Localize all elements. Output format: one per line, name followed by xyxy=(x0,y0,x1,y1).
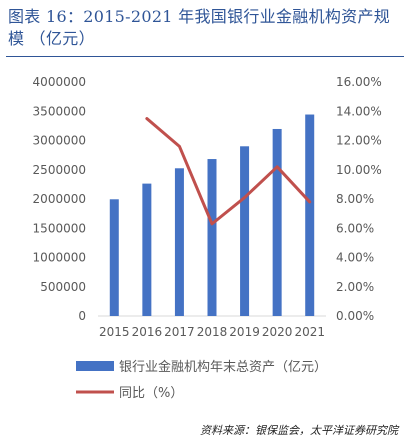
growth-line xyxy=(145,117,312,226)
y-left-tick-label: 1500000 xyxy=(33,221,86,235)
x-tick-label: 2018 xyxy=(197,325,228,339)
legend-label-bar: 银行业金融机构年末总资产（亿元） xyxy=(119,359,327,375)
y-right-tick-label: 16.00% xyxy=(336,75,382,89)
y-left-tick-label: 1000000 xyxy=(33,251,86,265)
x-tick-label: 2021 xyxy=(294,325,325,339)
y-right-tick-label: 10.00% xyxy=(336,163,382,177)
bar xyxy=(142,183,152,316)
source-note: 资料来源：银保监会，太平洋证券研究院 xyxy=(200,424,398,437)
y-left-tick-label: 4000000 xyxy=(33,75,86,89)
x-tick-label: 2015 xyxy=(99,325,130,339)
y-right-tick-label: 14.00% xyxy=(336,104,382,118)
y-left-tick-label: 0 xyxy=(78,309,86,323)
y-right-tick-label: 4.00% xyxy=(336,251,374,265)
x-tick-label: 2016 xyxy=(132,325,163,339)
y-left-tick-label: 2000000 xyxy=(33,192,86,206)
y-right-tick-label: 2.00% xyxy=(336,280,374,294)
growth-point xyxy=(210,222,214,226)
y-right-tick-label: 6.00% xyxy=(336,221,374,235)
x-tick-label: 2020 xyxy=(262,325,293,339)
x-tick-label: 2017 xyxy=(164,325,195,339)
growth-point xyxy=(178,145,181,148)
y-right-tick-label: 8.00% xyxy=(336,192,374,206)
chart-title: 图表 16：2015-2021 年我国银行业金融机构资产规模 （亿元） xyxy=(8,7,391,48)
y-right-tick-label: 0.00% xyxy=(336,309,374,323)
growth-point xyxy=(145,117,149,120)
bar xyxy=(174,168,184,316)
x-tick-label: 2019 xyxy=(229,325,260,339)
growth-point xyxy=(275,165,279,169)
bar xyxy=(207,159,217,316)
bar xyxy=(305,114,315,316)
title-divider xyxy=(6,56,404,57)
bar xyxy=(240,146,250,316)
y-left-tick-label: 3500000 xyxy=(33,104,86,118)
y-right-tick-label: 12.00% xyxy=(336,134,382,148)
legend-swatch-bar xyxy=(76,361,114,371)
bar xyxy=(272,128,282,316)
legend-label-line: 同比（%） xyxy=(119,386,183,401)
chart-frame: 0 500000 1000000 1500000 2000000 2500000 30000… xyxy=(6,62,402,418)
chart-svg: 0 500000 1000000 1500000 2000000 2500000 30000… xyxy=(33,75,382,401)
growth-point xyxy=(243,196,246,199)
y-left-tick-label: 2500000 xyxy=(33,163,86,177)
y-left-tick-label: 500000 xyxy=(40,280,86,294)
y-left-tick-label: 3000000 xyxy=(33,134,86,148)
bar xyxy=(109,199,119,316)
growth-point xyxy=(308,200,311,204)
